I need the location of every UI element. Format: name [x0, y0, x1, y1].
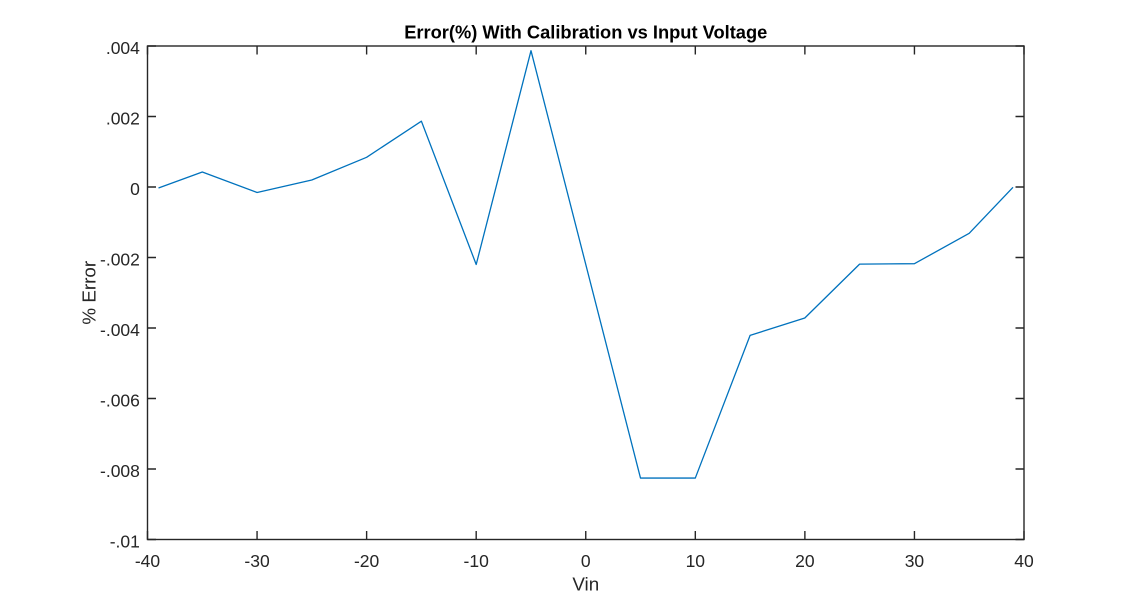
svg-text:-40: -40 [135, 551, 161, 571]
svg-text:Error(%) With Calibration vs I: Error(%) With Calibration vs Input Volta… [404, 22, 767, 43]
svg-text:30: 30 [905, 551, 925, 571]
svg-text:10: 10 [686, 551, 706, 571]
svg-text:Vin: Vin [572, 573, 599, 594]
svg-text:0: 0 [130, 179, 140, 199]
svg-text:-.01: -.01 [110, 532, 140, 552]
svg-text:.002: .002 [106, 109, 140, 129]
svg-text:-.004: -.004 [100, 320, 140, 340]
svg-text:-30: -30 [244, 551, 270, 571]
svg-text:.004: .004 [106, 38, 140, 58]
svg-text:-.006: -.006 [100, 391, 140, 411]
svg-text:20: 20 [795, 551, 815, 571]
svg-text:-20: -20 [354, 551, 380, 571]
svg-text:% Error: % Error [79, 261, 100, 325]
svg-text:40: 40 [1014, 551, 1034, 571]
svg-text:0: 0 [581, 551, 591, 571]
svg-text:-.002: -.002 [100, 250, 140, 270]
svg-text:-10: -10 [464, 551, 490, 571]
svg-text:-.008: -.008 [100, 461, 140, 481]
